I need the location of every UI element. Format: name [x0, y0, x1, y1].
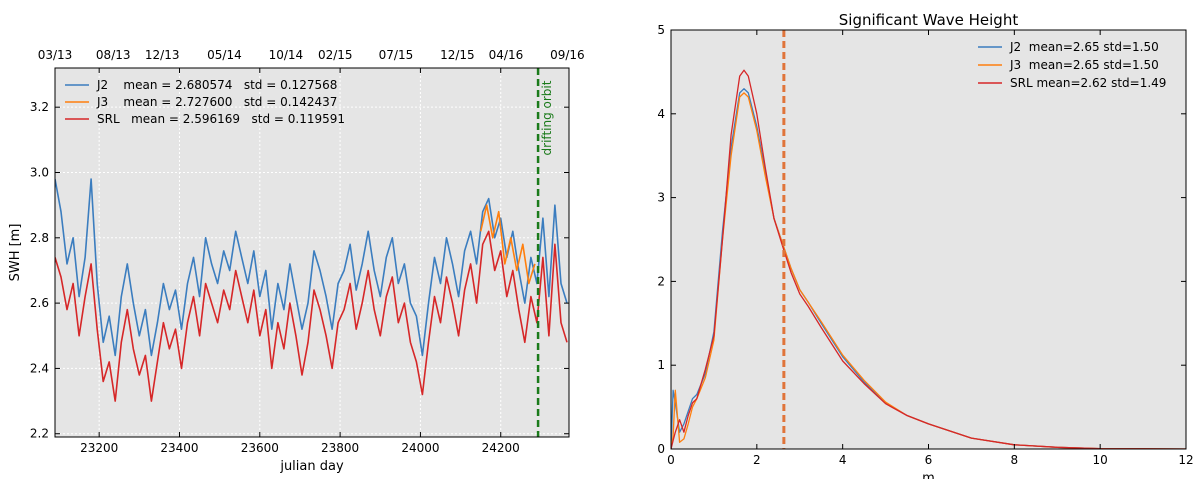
legend-label-3: SRL mean=2.62 std=1.49 — [1010, 76, 1166, 90]
x-tick-label: 24000 — [401, 441, 439, 455]
plot-area — [671, 30, 1186, 449]
series-line-1 — [55, 178, 568, 357]
top-x-tick-label: 02/15 — [318, 48, 353, 62]
chart-panel-1: drifting orbit 23200 23400 23600 23800 24000 2… — [8, 48, 585, 474]
x-tick-label: 12 — [1178, 453, 1193, 467]
y-tick-label: 3.2 — [30, 100, 49, 114]
x-tick-label: 24200 — [482, 441, 520, 455]
x-tick-label: 0 — [667, 453, 675, 467]
x-tick-label: 23200 — [80, 441, 118, 455]
y-tick-label: 2.2 — [30, 427, 49, 441]
y-axis-label: SWH [m] — [8, 224, 23, 282]
legend-label-2: J3 mean = 2.727600 std = 0.142437 — [96, 95, 337, 109]
x-tick-label: 23800 — [321, 441, 359, 455]
x-tick-label: 10 — [1093, 453, 1108, 467]
y-tick-label: 3 — [657, 191, 665, 205]
top-x-tick-label: 04/16 — [489, 48, 524, 62]
plot-area — [55, 68, 569, 437]
series-group — [671, 69, 1186, 449]
y-tick-label: 2.4 — [30, 361, 49, 375]
x-tick-label: 23600 — [241, 441, 279, 455]
x-tick-label: 8 — [1011, 453, 1019, 467]
top-x-tick-label: 05/14 — [207, 48, 242, 62]
top-x-tick-label: 12/15 — [440, 48, 475, 62]
top-x-tick-label: 08/13 — [96, 48, 131, 62]
legend-label-3: SRL mean = 2.596169 std = 0.119591 — [97, 112, 345, 126]
series-line-3 — [671, 69, 1186, 449]
top-x-tick-label: 12/13 — [145, 48, 180, 62]
series-line-3 — [55, 230, 568, 402]
legend: J2 mean = 2.680574 std = 0.127568 J3 mean… — [65, 78, 345, 126]
top-x-tick-label: 10/14 — [269, 48, 304, 62]
x-tick-label: 2 — [753, 453, 761, 467]
top-x-tick-label: 03/13 — [38, 48, 73, 62]
legend-label-1: J2 mean=2.65 std=1.50 — [1009, 40, 1159, 54]
y-tick-label: 2 — [657, 274, 665, 288]
legend-label-1: J2 mean = 2.680574 std = 0.127568 — [96, 78, 337, 92]
y-tick-label: 1 — [657, 358, 665, 372]
y-tick-label: 2.8 — [30, 231, 49, 245]
x-axis-label: julian day — [279, 459, 344, 474]
annotation-label: drifting orbit — [540, 80, 554, 155]
plot-frame — [54, 67, 570, 438]
y-tick-label: 2.6 — [30, 296, 49, 310]
series-line-2 — [479, 204, 536, 285]
legend: J2 mean=2.65 std=1.50 J3 mean=2.65 std=1.… — [978, 40, 1166, 90]
top-x-tick-label: 09/16 — [550, 48, 585, 62]
x-tick-label: 23400 — [160, 441, 198, 455]
top-x-tick-label: 07/15 — [379, 48, 414, 62]
y-tick-label: 3.0 — [30, 165, 49, 179]
series-group — [55, 178, 568, 402]
legend-label-2: J3 mean=2.65 std=1.50 — [1009, 58, 1159, 72]
x-tick-label: 6 — [925, 453, 933, 467]
y-tick-label: 4 — [657, 107, 665, 121]
x-axis-label: m — [922, 471, 935, 479]
y-tick-label: 0 — [657, 442, 665, 456]
y-tick-label: 5 — [657, 23, 665, 37]
chart-title: Significant Wave Height — [839, 11, 1019, 29]
x-tick-label: 4 — [839, 453, 847, 467]
